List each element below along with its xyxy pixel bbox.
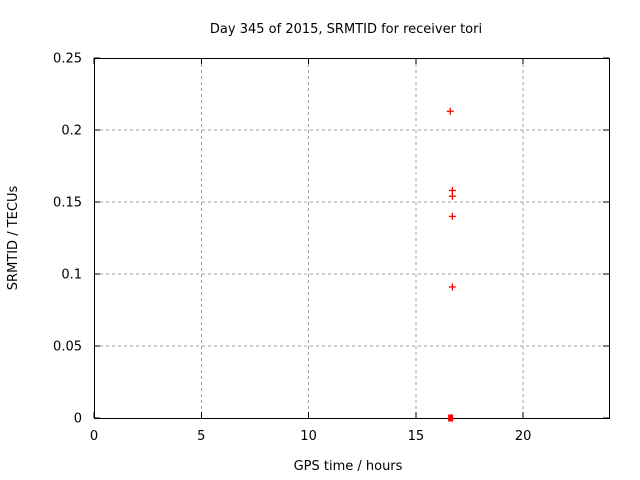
data-points [446,107,456,422]
data-point-plus-marker [448,192,456,200]
y-tick-label: 0.1 [61,268,82,283]
y-tick-label: 0.25 [53,52,82,67]
x-tick-label: 5 [197,429,205,444]
chart-title: Day 345 of 2015, SRMTID for receiver tor… [210,22,482,37]
data-point-plus-marker [448,283,456,291]
y-tick-label: 0.15 [53,196,82,211]
axes [93,57,610,419]
x-tick-label: 10 [300,429,317,444]
y-axis-label: SRMTID / TECUs [6,186,21,291]
zero-value-point-cluster [448,414,454,422]
y-tick-label: 0.2 [61,124,82,139]
x-tick-label: 20 [515,429,532,444]
grid-lines [94,58,609,418]
data-point-plus-marker [446,107,454,115]
y-tick-label: 0 [74,412,82,427]
plot-border [94,58,610,419]
x-axis-label: GPS time / hours [294,459,403,474]
y-tick-label: 0.05 [53,340,82,355]
x-tick-label: 15 [408,429,425,444]
x-tick-label: 0 [90,429,98,444]
tick-labels: 0 5 10 15 20 0 0.05 0.1 0.15 0.2 0.25 [53,52,531,445]
data-point-plus-marker [448,212,456,220]
